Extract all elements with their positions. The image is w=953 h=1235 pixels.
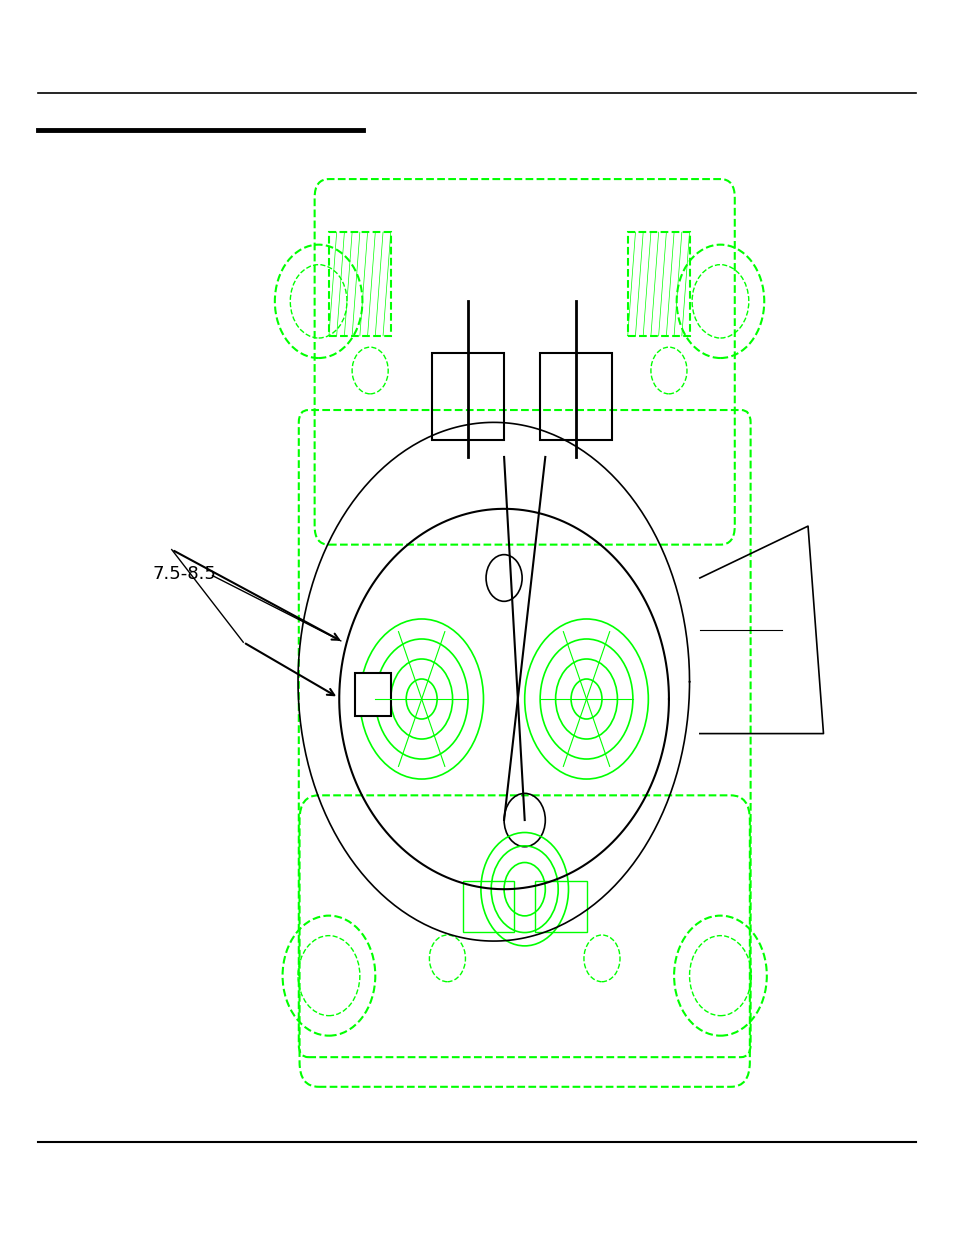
Text: 7.5-8.5: 7.5-8.5: [152, 566, 216, 583]
Bar: [462, 881, 514, 932]
Bar: [535, 881, 586, 932]
Bar: [539, 353, 612, 440]
Bar: [432, 353, 503, 440]
Bar: [329, 232, 391, 336]
Bar: [627, 232, 689, 336]
Bar: [355, 673, 391, 716]
